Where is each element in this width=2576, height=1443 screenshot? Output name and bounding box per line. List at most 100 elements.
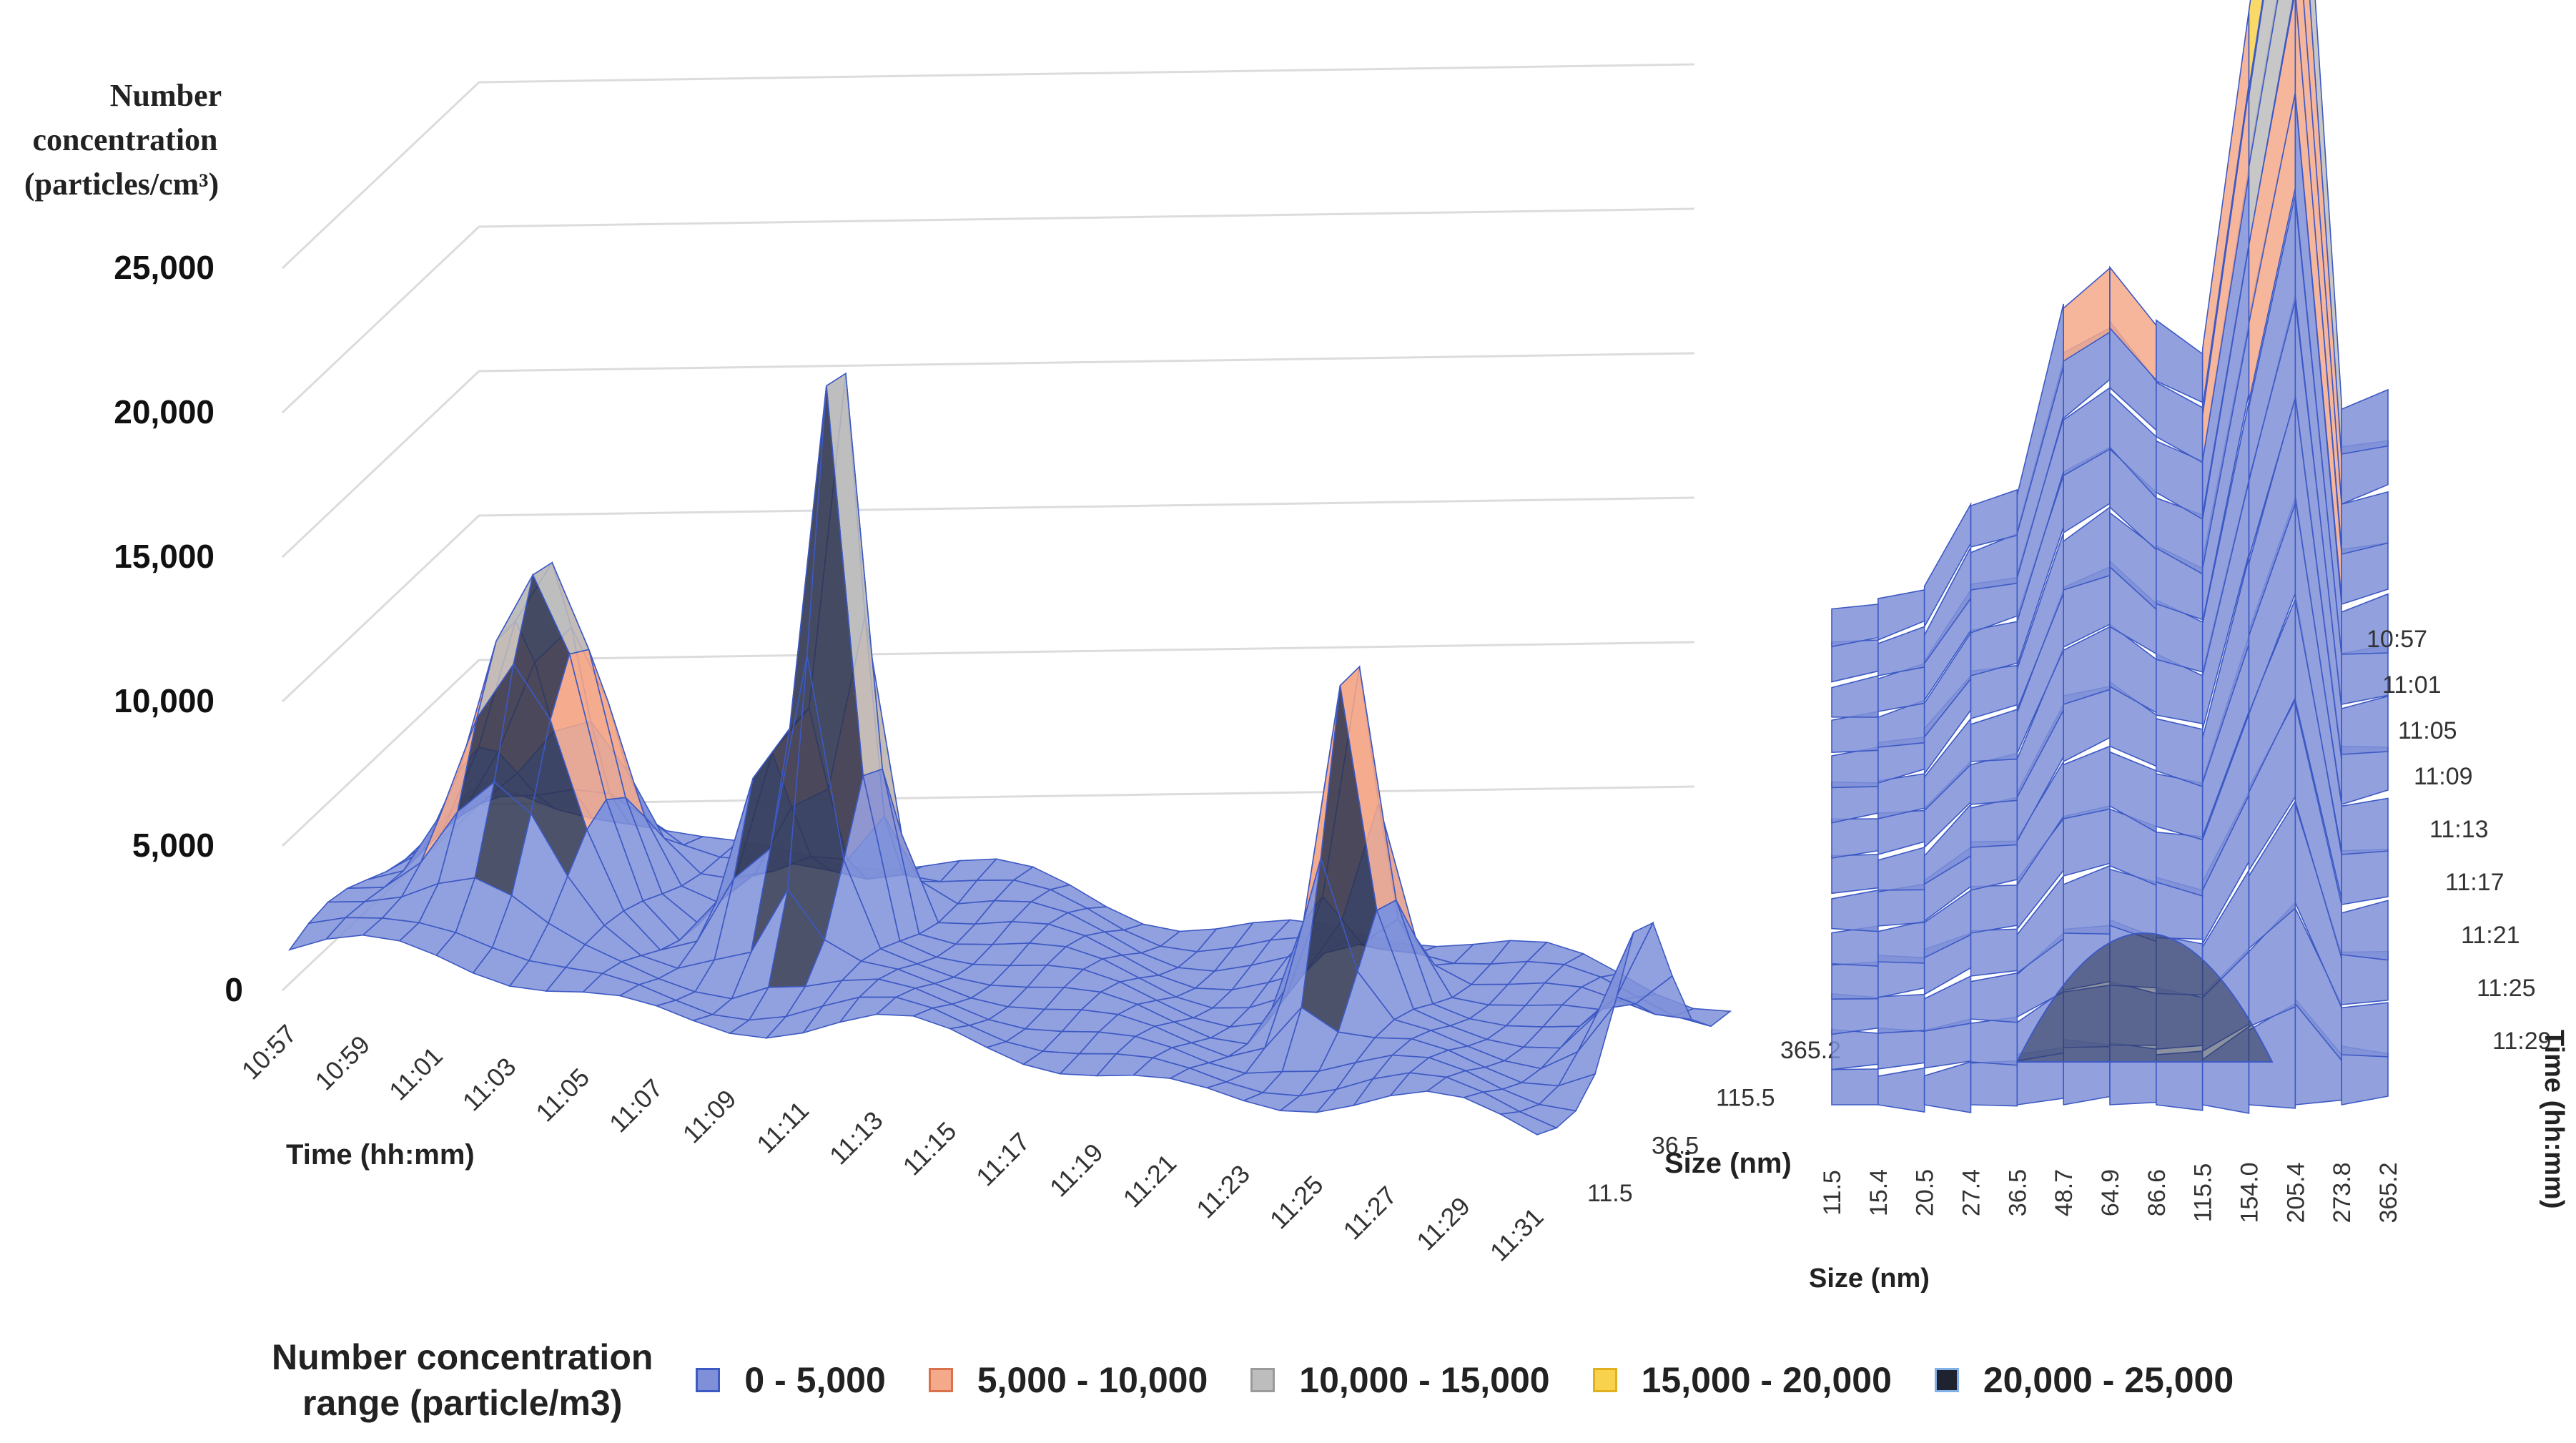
y-tick-labels: 0 5,000 10,000 15,000 20,000 25,000 [114,249,243,1008]
legend-item: 15,000 - 20,000 [1592,1359,1892,1401]
side-surface-cell [1877,920,1925,964]
y-tick-label: 20,000 [114,393,214,430]
legend-item: 0 - 5,000 [696,1359,886,1401]
x-axis-title: Time (hh:mm) [286,1139,475,1171]
gridline [281,496,1695,703]
side-surface-cell [1831,961,1879,1000]
side-surface-cell [1877,846,1925,891]
side-surface-cell [1923,501,1972,629]
side-x-tick-label: 27.4 [1958,1169,1985,1216]
y-tick-label: 0 [224,971,243,1008]
legend-title-line-2: range (particle/m3) [302,1383,623,1423]
size-tick-label: 11.5 [1587,1180,1633,1207]
side-surface-cell [1831,993,1879,1035]
x-tick-label: 11:27 [1337,1181,1402,1246]
size-axis-title: Size (nm) [1664,1148,1792,1179]
side-surface-cell [2248,0,2296,324]
y-tick-label: 25,000 [114,249,214,286]
y-title-line-3: (particles/cm³) [24,167,219,202]
side-surface-cell [1877,1067,1925,1113]
time-tick-labels-side: 10:57 11:01 11:05 11:09 11:13 11:17 11:21 11:25… [2367,626,2552,1055]
side-y-tick-label: 11:01 [2382,671,2442,699]
side-surface-cell [1831,890,1879,932]
side-y-tick-label: 11:13 [2429,816,2489,843]
side-x-axis-title: Size (nm) [1809,1264,1930,1294]
legend-swatch [1250,1368,1275,1392]
y-tick-label: 15,000 [114,538,214,575]
side-x-tick-label: 15.4 [1865,1169,1892,1216]
x-tick-label: 11:25 [1264,1170,1329,1235]
side-surface-cell [1970,488,2018,548]
y-tick-label: 10,000 [114,682,214,719]
side-x-tick-label: 273.8 [2329,1162,2356,1223]
size-tick-label: 365.2 [1780,1037,1841,1064]
side-x-tick-label: 86.6 [2143,1169,2171,1216]
y-title-line-2: concentration [32,122,217,157]
x-tick-label: 11:13 [824,1105,889,1171]
legend-swatch [696,1368,721,1392]
side-surface-cell [1831,818,1879,859]
x-tick-label: 11:15 [897,1116,962,1181]
legend-item: 10,000 - 15,000 [1250,1359,1550,1401]
surface-front [287,372,1732,1136]
size-tick-labels-side: 11.5 15.4 20.5 27.4 36.5 48.7 64.9 86.6 115.5 154… [1819,1162,2402,1223]
side-surface-cell [1970,1060,2018,1107]
side-surface-cell [2341,797,2389,855]
side-surface-cell [2341,745,2389,806]
size-tick-label: 36.5 [1652,1132,1699,1159]
legend-label: 5,000 - 10,000 [977,1360,1208,1400]
x-tick-label: 11:05 [530,1063,595,1128]
side-x-tick-label: 115.5 [2190,1163,2217,1223]
side-surface-cell [2016,303,2064,534]
legend-swatch [1934,1368,1959,1392]
x-tick-label: 11:11 [751,1095,814,1159]
y-tick-label: 5,000 [132,827,214,864]
side-surface-cell [1831,854,1879,895]
side-surface-cell [1970,840,2018,892]
legend-label: 15,000 - 20,000 [1641,1360,1892,1400]
side-surface-cell [1923,1060,1972,1113]
side-surface-cell [2248,0,2264,89]
gridline [281,352,1695,558]
side-y-tick-label: 11:21 [2461,922,2520,949]
side-x-tick-label: 11.5 [1819,1170,1846,1216]
side-x-tick-label: 365.2 [2375,1162,2402,1223]
side-surface-cell [2341,593,2389,655]
x-tick-label: 11:07 [603,1073,668,1138]
side-surface-cell [2248,0,2294,245]
x-tick-label: 11:01 [383,1041,448,1106]
gridline [281,207,1695,414]
side-x-tick-label: 20.5 [1912,1169,1939,1216]
x-tick-label: 10:57 [236,1019,302,1085]
legend-swatch [928,1368,953,1392]
y-title-line-1: Number [110,78,222,113]
side-y-tick-label: 11:05 [2398,717,2457,744]
side-surface-cell [1831,1028,1879,1070]
side-surface-cell [2063,865,2111,935]
side-surface-cell [2341,900,2389,961]
side-y-tick-label: 10:57 [2367,626,2427,653]
size-tick-label: 115.5 [1716,1085,1775,1112]
side-surface-cell [1970,885,2018,934]
side-surface-cell [1831,781,1879,824]
x-tick-label: 11:31 [1484,1202,1549,1267]
x-tick-label: 11:29 [1411,1191,1476,1256]
x-tick-label: 11:17 [970,1127,1035,1192]
surface-side [1831,0,2389,1114]
side-surface-cell [1831,925,1879,967]
side-y-tick-label: 11:09 [2414,763,2473,790]
legend-label: 10,000 - 15,000 [1299,1360,1550,1400]
side-surface-cell [1970,1016,2018,1066]
legend-item: 5,000 - 10,000 [928,1359,1208,1401]
side-surface-cell [1970,709,2018,762]
x-tick-label: 11:03 [457,1052,522,1117]
side-x-tick-label: 48.7 [2051,1169,2078,1216]
side-surface-cell [2341,849,2389,905]
side-y-tick-label: 11:17 [2445,869,2505,896]
side-surface-cell [2341,388,2389,455]
legend-swatch [1592,1368,1617,1392]
side-surface-cell [1970,928,2018,977]
side-surface-cell [1831,674,1879,718]
legend-items: 0 - 5,000 5,000 - 10,000 10,000 - 15,000 15… [696,1359,2276,1401]
gridlines [281,63,1695,992]
